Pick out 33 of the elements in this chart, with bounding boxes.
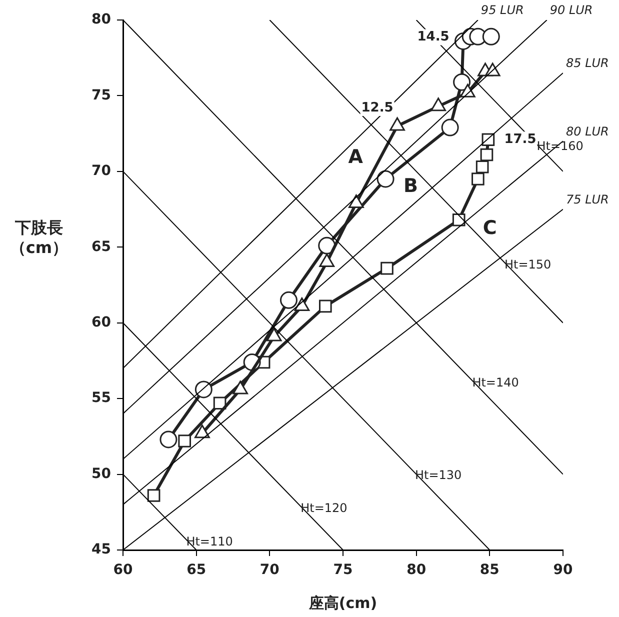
y-tick-label: 65: [92, 238, 111, 255]
series-label: Ht=130: [415, 468, 462, 482]
annotation: 17.5: [504, 132, 536, 148]
x-axis-title: 座高(cm): [308, 594, 378, 612]
series-label: 80 LUR: [566, 124, 609, 138]
x-tick-label: 60: [113, 562, 133, 578]
y-tick-label: 80: [92, 12, 112, 28]
series-label: 95 LUR: [480, 3, 524, 18]
y-tick-label: 75: [92, 87, 111, 104]
x-tick-label: 75: [333, 562, 353, 578]
x-tick-label: 80: [406, 562, 426, 578]
y-tick-label: 45: [92, 542, 111, 558]
y-axis-title: 下肢長（cm）: [8, 218, 70, 258]
annotation: C: [482, 216, 497, 239]
annotation: 12.5: [361, 100, 394, 116]
series-label: 85 LUR: [566, 56, 609, 70]
series-label: Ht=120: [300, 501, 348, 516]
series-label: Ht=110: [186, 534, 233, 548]
x-tick-label: 65: [186, 562, 206, 578]
series-label: Ht=150: [504, 257, 552, 272]
y-tick-label: 70: [92, 163, 112, 180]
annotation: A: [348, 146, 364, 168]
x-tick-label: 70: [260, 562, 280, 578]
y-tick-label: 55: [92, 390, 111, 406]
annotation: B: [404, 174, 418, 197]
series-label: 90 LUR: [550, 3, 593, 18]
series-label: Ht=140: [472, 375, 519, 390]
y-tick-label: 50: [92, 466, 112, 482]
annotation: 14.5: [417, 30, 450, 45]
x-tick-label: 85: [480, 562, 500, 578]
x-tick-label: 90: [553, 562, 573, 578]
y-tick-label: 60: [92, 314, 112, 330]
series-label: 75 LUR: [566, 192, 609, 206]
